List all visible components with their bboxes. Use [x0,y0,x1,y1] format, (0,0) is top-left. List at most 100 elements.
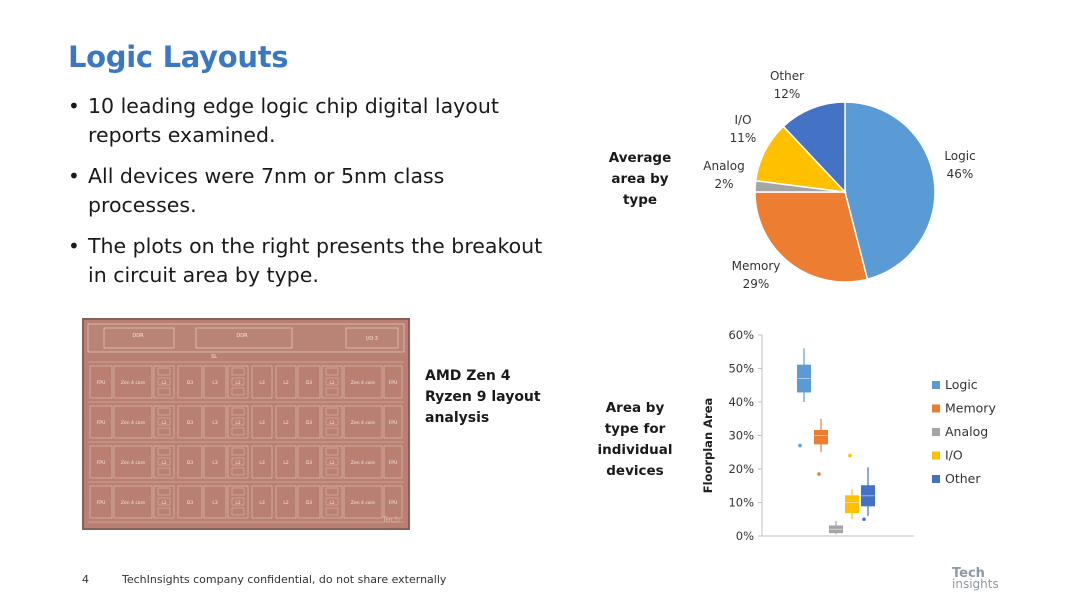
die-text: L2 [161,380,167,386]
die-cache-slice [325,387,339,396]
die-cell [153,485,175,519]
legend-swatch [932,404,940,413]
die-cell [113,485,153,519]
pie-label-name: Logic [944,149,975,163]
y-axis-label: Floorplan Area [701,398,715,494]
logo-line: Tech [952,566,985,581]
die-cell [153,365,175,399]
die-cell [275,485,297,519]
die-text: L2 [161,420,167,426]
die-cell [153,445,175,479]
die-cache-slice [325,457,339,466]
die-cell [343,445,383,479]
box-side-label: Area by type for individual devices [592,398,678,482]
box-outlier [817,472,821,476]
die-caption-line: Ryzen 9 layout [425,389,541,405]
die-io-band [87,323,405,353]
pie-side-label-line: Average [608,150,672,166]
die-text: D3 [187,460,193,466]
die-cache-slice [157,497,171,506]
y-tick-label: 10% [728,496,754,510]
y-tick-label: 30% [728,429,754,443]
pie-label-value: 12% [774,87,801,101]
die-cell [203,485,227,519]
bullet-item: 10 leading edge logic chip digital layou… [66,92,546,150]
box-side-label-line: individual [597,442,673,458]
pie-slice-memory [754,191,869,283]
die-text: D3 [187,380,193,386]
techinsights-logo: Tech insights [952,566,999,591]
die-cell [113,445,153,479]
die-text: Zen 4 core [351,420,375,426]
die-text: FPU [97,420,106,426]
die-text: SL [211,354,217,360]
box-body [845,495,859,514]
die-cache-slice [231,457,245,466]
die-text: DDR [236,333,248,339]
die-text: L2 [235,500,241,506]
die-text: L2 [283,500,289,506]
pie-label-name: Analog [703,159,744,173]
pie-label-value: 11% [730,131,757,145]
die-cell [275,405,297,439]
die-text: Zen 4 core [121,420,145,426]
die-text: D3 [187,500,193,506]
die-text: L2 [235,460,241,466]
die-text: DDR [132,333,144,339]
die-cell [383,445,403,479]
box-side-label-line: Area by [605,400,665,416]
die-cell [227,445,249,479]
die-cache-slice [325,417,339,426]
die-cache-slice [325,487,339,496]
pie-slice-other [782,101,846,194]
box-plot-chart: 0% 10% 20% 30% 40% 50% 60% Floorplan Area Logic M… [701,328,996,543]
die-cell [251,405,273,439]
die-cell [177,445,203,479]
die-text: L2 [235,380,241,386]
die-cache-slice [157,387,171,396]
die-text: D3 [306,380,312,386]
pie-side-label-line: type [622,192,658,208]
die-cache-slice [231,507,245,516]
die-cache-slice [231,427,245,436]
die-cache-slice [231,367,245,376]
die-photo: DDR DDR I/O 3 SL FPU Zen 4 core L2 D3 L3 L2 L3 L2 D3… [82,318,410,530]
die-cell [297,445,321,479]
die-text: L2 [161,460,167,466]
legend-label: Logic [945,377,978,392]
die-cell [383,405,403,439]
legend-swatch [932,451,940,460]
pie-side-label: Average area by type [600,148,680,211]
die-cache-slice [157,467,171,476]
die-text: L2 [161,500,167,506]
die-cache-slice [231,467,245,476]
die-text: L2 [283,420,289,426]
die-cell [89,445,113,479]
die-text: L3 [259,420,265,426]
die-cache-slice [157,367,171,376]
die-text: FPU [389,380,398,386]
die-cell [89,365,113,399]
logo-line: insights [952,577,999,591]
box-body [814,429,828,445]
die-cell [177,365,203,399]
die-cell [321,485,343,519]
die-text: FPU [97,460,106,466]
die-text: L3 [212,460,218,466]
pie-label-value: 2% [714,177,733,191]
box-side-label-line: type for [604,421,666,437]
legend-swatch [932,381,940,389]
pie-label-value: 46% [947,167,974,181]
die-text: Zen 4 core [121,500,145,506]
die-text: FPU [97,380,106,386]
die-text: FPU [97,500,106,506]
die-text: L3 [259,460,265,466]
bullet-item: The plots on the right presents the brea… [66,232,546,290]
die-cache-slice [231,447,245,456]
die-cache-slice [157,417,171,426]
legend-label: I/O [945,448,963,463]
die-ddr-block [103,327,175,349]
die-photo-caption: AMD Zen 4 Ryzen 9 layout analysis [425,366,541,429]
die-cache-slice [157,507,171,516]
die-cell [321,365,343,399]
